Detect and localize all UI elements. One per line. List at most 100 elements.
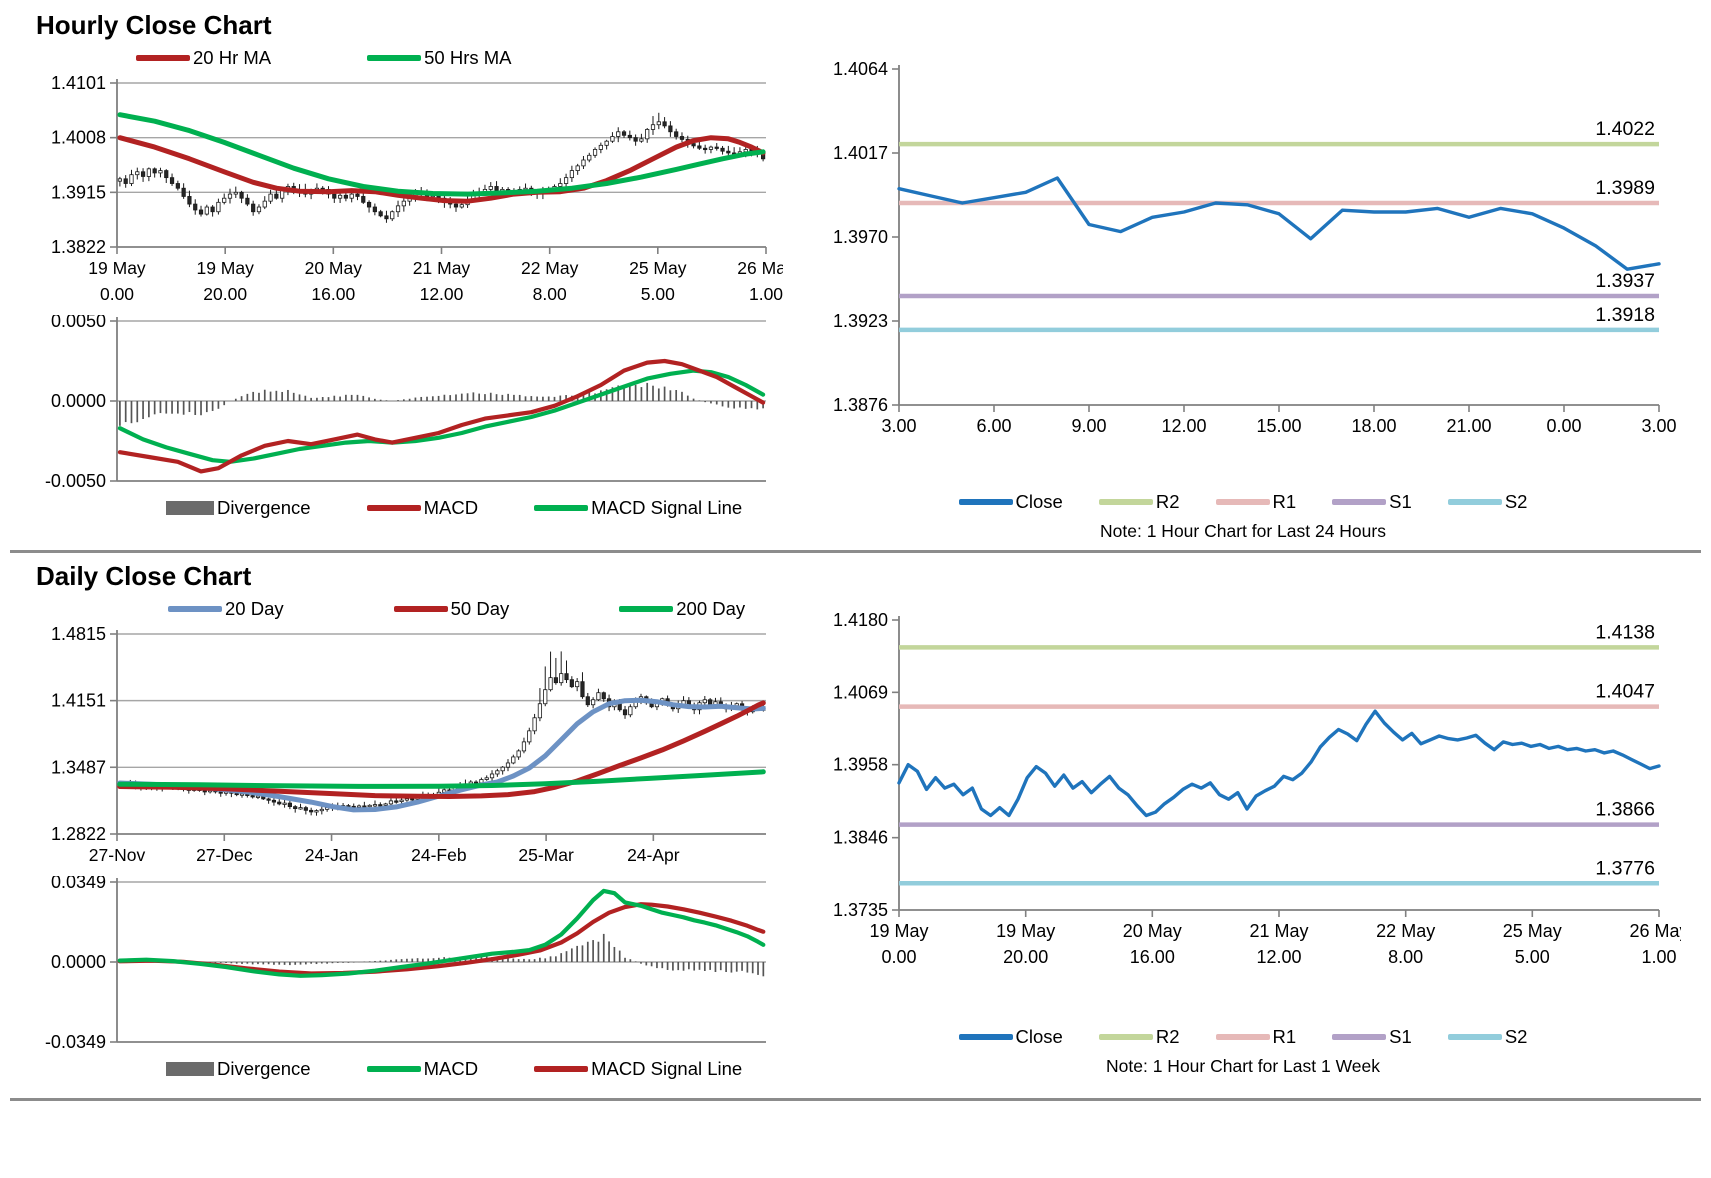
daily-right-column: 1.4180 1.4069 1.3958 1.3846 1.3735 19 May 0.00… xyxy=(793,592,1693,1077)
svg-text:27-Dec: 27-Dec xyxy=(196,845,253,865)
svg-text:26 May: 26 May xyxy=(1629,921,1681,941)
svg-text:22 May: 22 May xyxy=(1376,921,1435,941)
svg-text:3.00: 3.00 xyxy=(881,416,916,436)
legend-item: Divergence xyxy=(166,1058,311,1080)
legend-line-swatch xyxy=(1215,499,1270,505)
svg-text:5.00: 5.00 xyxy=(1515,947,1550,967)
legend-label: Close xyxy=(1015,1026,1063,1047)
legend-item: Divergence xyxy=(166,497,311,519)
legend-bar-swatch xyxy=(166,501,214,515)
legend-line-swatch xyxy=(534,505,589,511)
legend-line-swatch xyxy=(1098,499,1153,505)
legend-line-swatch xyxy=(168,606,222,612)
legend-label: R1 xyxy=(1272,491,1297,512)
svg-text:1.4180: 1.4180 xyxy=(833,610,888,630)
section-divider xyxy=(10,550,1701,553)
svg-text:21 May: 21 May xyxy=(413,258,471,278)
daily-section: Daily Close Chart 20 Day 50 Day 200 Day 1.… xyxy=(10,555,1701,1084)
legend-line-swatch xyxy=(958,1034,1013,1040)
svg-text:1.3876: 1.3876 xyxy=(833,395,888,415)
svg-text:0.00: 0.00 xyxy=(881,947,916,967)
legend-line-swatch xyxy=(1332,1034,1387,1040)
legend-line-swatch xyxy=(958,499,1013,505)
svg-text:8.00: 8.00 xyxy=(533,284,567,304)
legend-item: Close xyxy=(958,491,1063,513)
svg-text:9.00: 9.00 xyxy=(1071,416,1106,436)
svg-text:0.0050: 0.0050 xyxy=(51,315,106,331)
svg-text:25 May: 25 May xyxy=(629,258,687,278)
svg-text:0.0000: 0.0000 xyxy=(51,952,106,972)
legend-label: 200 Day xyxy=(676,598,746,619)
legend-item: MACD xyxy=(366,497,478,519)
svg-text:16.00: 16.00 xyxy=(311,284,355,304)
legend-line-swatch xyxy=(534,1066,589,1072)
legend-item: 50 Hrs MA xyxy=(367,47,512,69)
svg-text:12.00: 12.00 xyxy=(1161,416,1206,436)
svg-text:19 May: 19 May xyxy=(196,258,254,278)
daily-pivot-legend: Close R2 R1 S1 S2 xyxy=(793,1022,1693,1052)
legend-item: MACD Signal Line xyxy=(534,1058,742,1080)
svg-text:5.00: 5.00 xyxy=(641,284,675,304)
hourly-section-title: Hourly Close Chart xyxy=(36,10,272,40)
legend-line-swatch xyxy=(1447,499,1502,505)
legend-label: Divergence xyxy=(217,497,311,518)
legend-label: 20 Day xyxy=(225,598,284,619)
svg-text:3.00: 3.00 xyxy=(1641,416,1676,436)
svg-text:1.4151: 1.4151 xyxy=(51,691,106,711)
svg-text:19 May: 19 May xyxy=(996,921,1055,941)
daily-macd-chart: 0.0349 0.0000 -0.0349 xyxy=(45,876,766,1052)
legend-bar-swatch xyxy=(166,1062,214,1076)
daily-left-column: 20 Day 50 Day 200 Day 1.4815 1.4151 1.3487 1.… xyxy=(18,592,793,1084)
svg-text:24-Feb: 24-Feb xyxy=(411,845,466,865)
legend-line-swatch xyxy=(136,55,190,61)
svg-text:20 May: 20 May xyxy=(1123,921,1182,941)
svg-text:1.3846: 1.3846 xyxy=(833,828,888,848)
legend-line-swatch xyxy=(1447,1034,1502,1040)
svg-text:27-Nov: 27-Nov xyxy=(89,845,146,865)
legend-line-swatch xyxy=(366,505,421,511)
svg-text:18.00: 18.00 xyxy=(1351,416,1396,436)
svg-text:1.4064: 1.4064 xyxy=(833,59,888,79)
hourly-right-column: 1.4064 1.4017 1.3970 1.3923 1.3876 3.00 6.00 9.… xyxy=(793,41,1693,542)
legend-item: R1 xyxy=(1215,1026,1297,1048)
legend-line-swatch xyxy=(393,606,448,612)
svg-text:1.3937: 1.3937 xyxy=(1595,270,1655,292)
legend-label: R2 xyxy=(1155,491,1180,512)
bottom-divider xyxy=(10,1098,1701,1101)
legend-label: 20 Hr MA xyxy=(193,47,272,68)
svg-text:19 May: 19 May xyxy=(869,921,928,941)
daily-row: 20 Day 50 Day 200 Day 1.4815 1.4151 1.3487 1.… xyxy=(18,592,1693,1084)
svg-text:25-Mar: 25-Mar xyxy=(518,845,574,865)
legend-label: 50 Day xyxy=(450,598,510,619)
legend-item: S1 xyxy=(1332,1026,1412,1048)
legend-item: S2 xyxy=(1447,491,1527,513)
svg-text:1.3822: 1.3822 xyxy=(51,237,106,257)
svg-text:1.3918: 1.3918 xyxy=(1595,304,1655,326)
svg-text:6.00: 6.00 xyxy=(976,416,1011,436)
legend-label: R1 xyxy=(1272,1026,1297,1047)
svg-text:24-Apr: 24-Apr xyxy=(627,845,680,865)
svg-text:12.00: 12.00 xyxy=(1256,947,1301,967)
svg-text:1.4008: 1.4008 xyxy=(51,128,106,148)
legend-label: Divergence xyxy=(217,1058,311,1079)
svg-text:8.00: 8.00 xyxy=(1388,947,1423,967)
svg-text:21 May: 21 May xyxy=(1249,921,1308,941)
legend-label: R2 xyxy=(1155,1026,1180,1047)
hourly-left-column: 20 Hr MA 50 Hrs MA 1.4101 1.4008 1.3915 1.38… xyxy=(18,41,793,523)
legend-item: MACD Signal Line xyxy=(534,497,742,519)
svg-text:0.0349: 0.0349 xyxy=(51,876,106,892)
svg-text:1.3989: 1.3989 xyxy=(1595,177,1655,199)
svg-text:22 May: 22 May xyxy=(521,258,579,278)
svg-text:20 May: 20 May xyxy=(305,258,363,278)
svg-text:0.00: 0.00 xyxy=(1546,416,1581,436)
svg-text:20.00: 20.00 xyxy=(203,284,247,304)
legend-item: S2 xyxy=(1447,1026,1527,1048)
daily-ma-legend: 20 Day 50 Day 200 Day xyxy=(168,592,793,626)
svg-text:24-Jan: 24-Jan xyxy=(305,845,359,865)
legend-item: 20 Hr MA xyxy=(136,47,271,69)
svg-text:-0.0050: -0.0050 xyxy=(45,471,106,491)
